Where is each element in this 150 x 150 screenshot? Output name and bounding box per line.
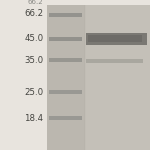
Text: 66.2: 66.2 — [24, 9, 44, 18]
Text: 66.2: 66.2 — [28, 0, 44, 5]
Text: 18.4: 18.4 — [24, 114, 44, 123]
Bar — [86, 33, 147, 45]
Bar — [88, 35, 142, 42]
Bar — [86, 59, 142, 63]
Bar — [49, 116, 82, 120]
Bar — [49, 13, 82, 17]
Bar — [46, 5, 150, 150]
Bar — [46, 5, 85, 150]
Text: 45.0: 45.0 — [24, 34, 44, 43]
Text: 25.0: 25.0 — [24, 88, 44, 97]
Bar — [49, 90, 82, 94]
Bar — [49, 37, 82, 41]
Bar — [85, 5, 150, 150]
Bar — [49, 58, 82, 62]
Text: 35.0: 35.0 — [24, 56, 44, 65]
